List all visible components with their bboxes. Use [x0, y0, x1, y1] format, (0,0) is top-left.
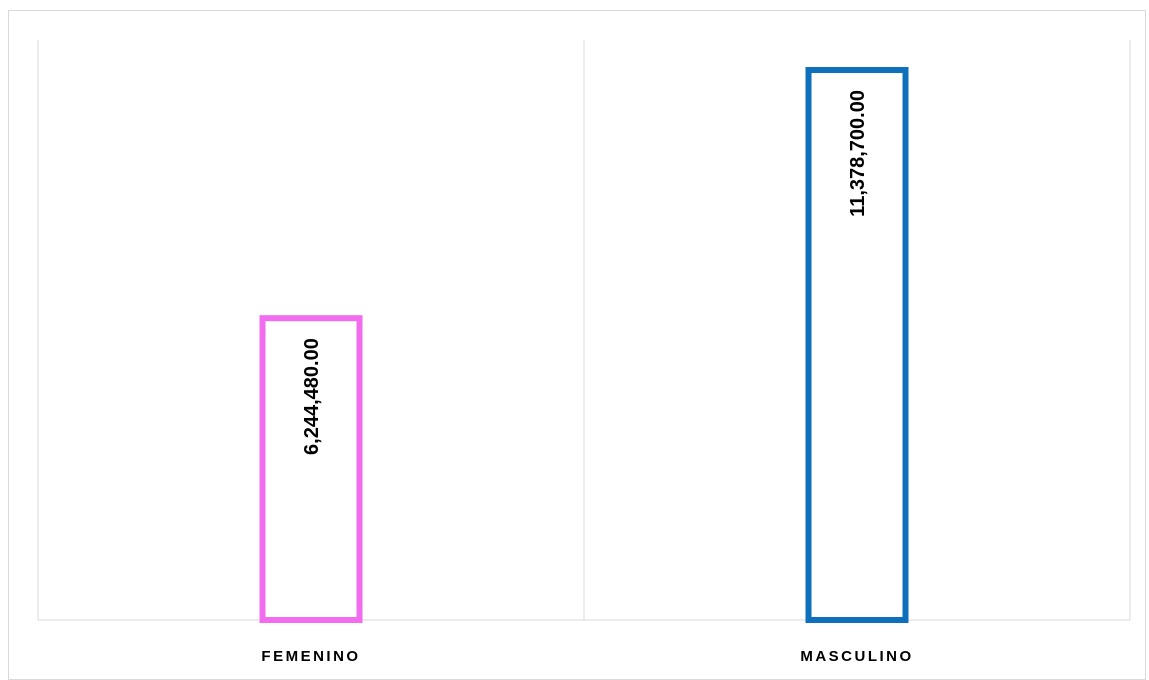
bar-masculino — [805, 67, 909, 624]
category-label-femenino: FEMENINO — [261, 648, 360, 665]
bar-femenino — [259, 315, 363, 623]
data-label-masculino: 11,378,700.00 — [847, 90, 869, 217]
data-label-femenino: 6,244,480.00 — [301, 338, 323, 455]
chart-frame — [8, 10, 1146, 680]
category-label-masculino: MASCULINO — [800, 648, 913, 665]
